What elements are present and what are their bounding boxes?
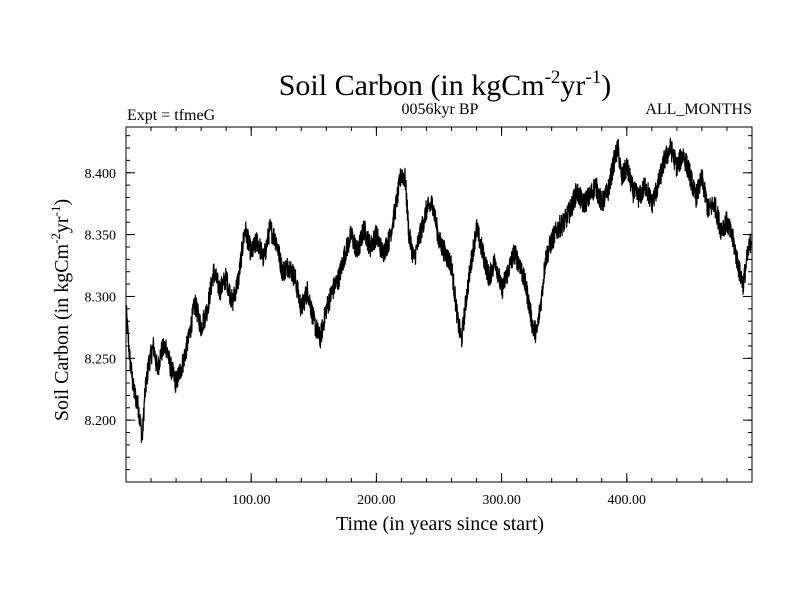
series-group bbox=[125, 137, 753, 444]
x-axis-ticks: 100.00 200.00 300.00 400.00 bbox=[125, 127, 753, 508]
experiment-label: Expt = tfmeG bbox=[127, 107, 216, 124]
y-tick-label: 8.200 bbox=[85, 414, 117, 429]
chart-title: Soil Carbon (in kgCm-2yr-1) bbox=[279, 67, 612, 102]
y-tick-label: 8.250 bbox=[85, 352, 117, 367]
x-tick-label: 300.00 bbox=[482, 493, 521, 508]
y-axis-ticks: 8.200 8.250 8.300 8.350 8.400 bbox=[85, 135, 752, 483]
x-tick-label: 200.00 bbox=[357, 493, 396, 508]
y-tick-label: 8.350 bbox=[85, 229, 117, 244]
x-axis-label: Time (in years since start) bbox=[336, 513, 544, 535]
x-tick-label: 100.00 bbox=[232, 493, 271, 508]
y-tick-label: 8.300 bbox=[85, 290, 117, 305]
x-tick-label: 400.00 bbox=[608, 493, 647, 508]
y-tick-label: 8.400 bbox=[85, 167, 117, 182]
plot-frame bbox=[125, 126, 753, 483]
period-label: 0056kyr BP bbox=[402, 101, 479, 118]
series-line bbox=[125, 137, 753, 444]
y-axis-label: Soil Carbon (in kgCm-2yr-1) bbox=[48, 199, 73, 421]
months-label: ALL_MONTHS bbox=[645, 101, 752, 118]
